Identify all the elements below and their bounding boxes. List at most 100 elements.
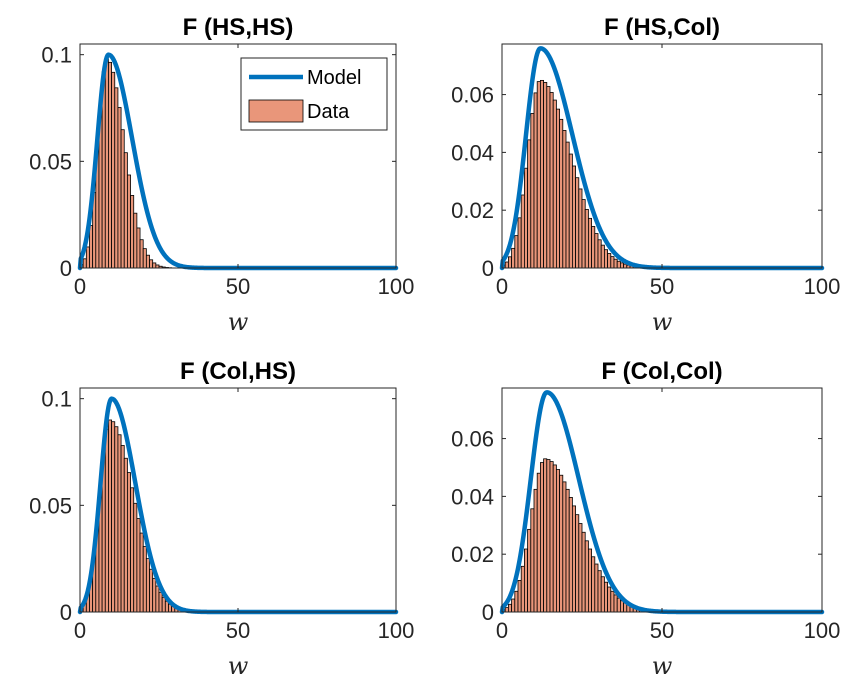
histogram-bar xyxy=(89,225,94,269)
histogram-bar xyxy=(616,597,621,613)
histogram-bar xyxy=(152,262,157,269)
histogram-bar xyxy=(120,129,125,269)
histogram-bar xyxy=(543,82,548,269)
histogram-bar xyxy=(597,239,602,269)
histogram-bar xyxy=(578,188,583,269)
histogram-bar xyxy=(568,153,573,269)
subplot-1: 0 50 100 0 0.05 0.1 F (HS,HS) w Model Data xyxy=(29,14,414,336)
histogram-bar xyxy=(520,565,525,613)
x-tick-label: 0 xyxy=(496,274,508,299)
x-tick-label: 0 xyxy=(496,618,508,643)
y-tick-label: 0 xyxy=(60,256,72,281)
histogram-bar xyxy=(604,581,609,613)
histogram-bar xyxy=(591,226,596,269)
histogram-bar xyxy=(600,244,605,269)
histogram-bar xyxy=(607,253,612,269)
histogram-bar xyxy=(578,523,583,613)
histogram-bar xyxy=(139,532,144,613)
histogram-bar xyxy=(104,58,109,269)
histogram-bar xyxy=(594,233,599,269)
histogram-bar xyxy=(552,99,557,269)
y-tick-label: 0.02 xyxy=(451,542,494,567)
histogram-bar xyxy=(149,568,154,613)
histogram-bar xyxy=(145,558,150,613)
histogram-bar xyxy=(610,256,615,269)
histogram-bar xyxy=(559,118,564,269)
histogram-bar xyxy=(613,258,618,269)
y-tick-label: 0.04 xyxy=(451,484,494,509)
histogram-bar xyxy=(155,585,160,613)
histogram-bar xyxy=(507,603,512,613)
y-tick-label: 0.04 xyxy=(451,140,494,165)
histogram-bar xyxy=(549,92,554,269)
histogram-bar xyxy=(130,487,135,613)
histogram-bar xyxy=(597,570,602,613)
histogram-bar xyxy=(161,596,166,613)
subplot-3: 0 50 100 0 0.05 0.1 F (Col,HS) w xyxy=(29,358,414,680)
x-tick-label: 100 xyxy=(378,274,415,299)
y-tick-label: 0.06 xyxy=(451,427,494,452)
histogram-bar xyxy=(514,590,519,613)
histogram-bar xyxy=(152,577,157,613)
x-axis-label: w xyxy=(652,652,673,680)
histogram-bar xyxy=(533,488,538,613)
histogram-bar xyxy=(127,472,131,613)
histogram-bar xyxy=(620,600,625,613)
y-tick-label: 0 xyxy=(60,600,72,625)
subplot-title: F (HS,Col) xyxy=(604,14,720,41)
histogram-bar xyxy=(588,548,593,613)
x-tick-label: 100 xyxy=(378,618,415,643)
histogram-bar xyxy=(130,195,135,269)
histogram-bar xyxy=(623,263,628,269)
legend-model-label: Model xyxy=(307,67,361,89)
histogram-bar xyxy=(133,502,138,613)
histogram-bar xyxy=(572,505,577,613)
histogram-bar xyxy=(127,174,131,269)
x-tick-label: 50 xyxy=(650,618,674,643)
histogram-bar xyxy=(540,79,545,269)
histogram-bar xyxy=(136,227,141,269)
histogram-bar xyxy=(556,469,561,613)
histogram-bar xyxy=(82,258,87,269)
histogram-bar xyxy=(562,130,567,269)
histogram-bar xyxy=(149,259,154,269)
histogram-bar xyxy=(543,458,548,613)
y-tick-label: 0.1 xyxy=(41,43,72,68)
histogram-bar xyxy=(546,459,551,613)
x-tick-label: 0 xyxy=(74,274,86,299)
histogram-bar xyxy=(584,540,589,613)
histogram-bar xyxy=(552,464,557,613)
histogram-bar xyxy=(530,508,535,613)
histogram-bar xyxy=(111,421,116,613)
histogram-bar xyxy=(507,256,512,269)
x-tick-label: 100 xyxy=(804,618,841,643)
histogram-bar xyxy=(620,262,625,269)
x-tick-label: 0 xyxy=(74,618,86,643)
histogram-bar xyxy=(114,87,119,269)
histogram-bar xyxy=(527,139,532,269)
legend: Model Data xyxy=(240,57,388,131)
histogram-bar xyxy=(108,61,113,269)
subplot-title: F (HS,HS) xyxy=(183,14,294,41)
histogram-bar xyxy=(600,576,605,613)
histogram-bar xyxy=(584,208,589,269)
x-axis-label: w xyxy=(652,308,673,336)
histogram-bar xyxy=(158,591,163,613)
histogram-bar xyxy=(517,580,522,613)
histogram-bar xyxy=(524,167,529,269)
histogram-bar xyxy=(142,248,147,269)
histogram-bar xyxy=(114,426,119,613)
histogram-bar xyxy=(610,590,615,613)
histogram-bar xyxy=(549,461,554,613)
x-axis-label: w xyxy=(228,308,249,336)
histogram-bar xyxy=(536,81,541,269)
histogram-bar xyxy=(604,249,609,269)
histogram-bar xyxy=(527,528,532,613)
histogram-bar xyxy=(613,594,618,613)
histogram-bar xyxy=(136,518,141,613)
histogram-bar xyxy=(123,457,128,613)
histogram-bar xyxy=(575,514,580,613)
y-tick-label: 0.05 xyxy=(29,493,72,518)
histogram-bar xyxy=(562,481,567,613)
